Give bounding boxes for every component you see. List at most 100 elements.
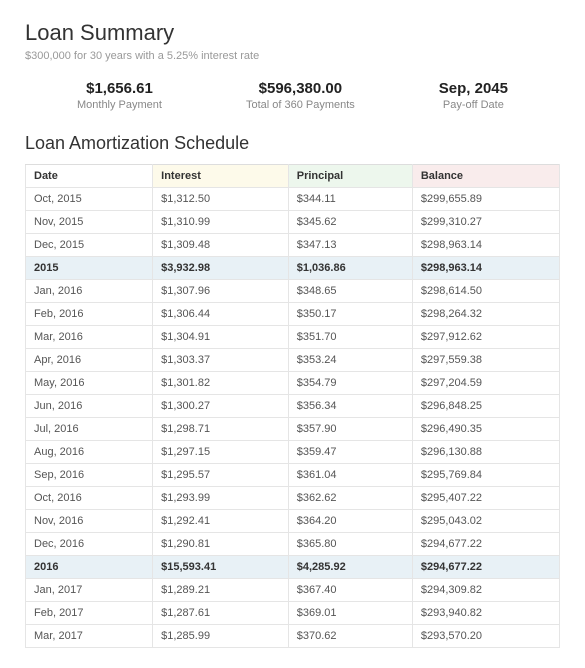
table-cell: $350.17 bbox=[288, 303, 412, 326]
table-cell: $298,614.50 bbox=[412, 280, 559, 303]
summary-value: $1,656.61 bbox=[77, 80, 162, 97]
table-cell: $295,407.22 bbox=[412, 487, 559, 510]
table-cell: $367.40 bbox=[288, 579, 412, 602]
table-cell: $297,559.38 bbox=[412, 349, 559, 372]
amortization-table: Date Interest Principal Balance Oct, 201… bbox=[25, 164, 560, 648]
table-cell: $299,310.27 bbox=[412, 211, 559, 234]
table-cell: Jun, 2016 bbox=[26, 395, 153, 418]
table-cell: May, 2016 bbox=[26, 372, 153, 395]
summary-value: Sep, 2045 bbox=[439, 80, 508, 97]
table-cell: Sep, 2016 bbox=[26, 464, 153, 487]
table-cell: Nov, 2016 bbox=[26, 510, 153, 533]
table-cell: $297,204.59 bbox=[412, 372, 559, 395]
table-row: May, 2016$1,301.82$354.79$297,204.59 bbox=[26, 372, 560, 395]
table-row: Jun, 2016$1,300.27$356.34$296,848.25 bbox=[26, 395, 560, 418]
table-cell: $1,304.91 bbox=[153, 326, 289, 349]
table-cell: Feb, 2016 bbox=[26, 303, 153, 326]
table-row: Sep, 2016$1,295.57$361.04$295,769.84 bbox=[26, 464, 560, 487]
table-cell: $356.34 bbox=[288, 395, 412, 418]
table-cell: 2015 bbox=[26, 257, 153, 280]
table-cell: $294,677.22 bbox=[412, 556, 559, 579]
table-cell: $296,130.88 bbox=[412, 441, 559, 464]
table-cell: $359.47 bbox=[288, 441, 412, 464]
table-cell: 2016 bbox=[26, 556, 153, 579]
table-cell: $1,292.41 bbox=[153, 510, 289, 533]
table-cell: $294,309.82 bbox=[412, 579, 559, 602]
table-cell: $293,570.20 bbox=[412, 625, 559, 648]
table-cell: $351.70 bbox=[288, 326, 412, 349]
summary-label: Total of 360 Payments bbox=[246, 99, 355, 111]
table-cell: $1,300.27 bbox=[153, 395, 289, 418]
table-cell: $354.79 bbox=[288, 372, 412, 395]
table-cell: $1,036.86 bbox=[288, 257, 412, 280]
schedule-title: Loan Amortization Schedule bbox=[25, 133, 560, 154]
table-cell: $4,285.92 bbox=[288, 556, 412, 579]
table-cell: $296,490.35 bbox=[412, 418, 559, 441]
table-row: Oct, 2016$1,293.99$362.62$295,407.22 bbox=[26, 487, 560, 510]
table-cell: $1,303.37 bbox=[153, 349, 289, 372]
summary-monthly-payment: $1,656.61 Monthly Payment bbox=[77, 80, 162, 111]
summary-row: $1,656.61 Monthly Payment $596,380.00 To… bbox=[25, 80, 560, 111]
table-cell: $1,309.48 bbox=[153, 234, 289, 257]
table-cell: $370.62 bbox=[288, 625, 412, 648]
table-cell: Dec, 2016 bbox=[26, 533, 153, 556]
table-cell: $369.01 bbox=[288, 602, 412, 625]
table-row: Jan, 2017$1,289.21$367.40$294,309.82 bbox=[26, 579, 560, 602]
summary-payoff-date: Sep, 2045 Pay-off Date bbox=[439, 80, 508, 111]
summary-label: Monthly Payment bbox=[77, 99, 162, 111]
col-date: Date bbox=[26, 165, 153, 188]
table-cell: $1,293.99 bbox=[153, 487, 289, 510]
table-cell: $344.11 bbox=[288, 188, 412, 211]
table-cell: Mar, 2016 bbox=[26, 326, 153, 349]
table-header-row: Date Interest Principal Balance bbox=[26, 165, 560, 188]
table-row: Oct, 2015$1,312.50$344.11$299,655.89 bbox=[26, 188, 560, 211]
table-cell: $297,912.62 bbox=[412, 326, 559, 349]
summary-label: Pay-off Date bbox=[439, 99, 508, 111]
table-cell: $357.90 bbox=[288, 418, 412, 441]
table-cell: $293,940.82 bbox=[412, 602, 559, 625]
table-cell: $1,289.21 bbox=[153, 579, 289, 602]
summary-value: $596,380.00 bbox=[246, 80, 355, 97]
table-cell: $364.20 bbox=[288, 510, 412, 533]
table-row: Nov, 2016$1,292.41$364.20$295,043.02 bbox=[26, 510, 560, 533]
table-row: Apr, 2016$1,303.37$353.24$297,559.38 bbox=[26, 349, 560, 372]
table-cell: $1,301.82 bbox=[153, 372, 289, 395]
col-principal: Principal bbox=[288, 165, 412, 188]
table-cell: $298,963.14 bbox=[412, 257, 559, 280]
table-cell: Aug, 2016 bbox=[26, 441, 153, 464]
table-row: Jan, 2016$1,307.96$348.65$298,614.50 bbox=[26, 280, 560, 303]
table-row: Feb, 2017$1,287.61$369.01$293,940.82 bbox=[26, 602, 560, 625]
table-cell: $295,043.02 bbox=[412, 510, 559, 533]
table-cell: $298,264.32 bbox=[412, 303, 559, 326]
table-cell: $1,307.96 bbox=[153, 280, 289, 303]
table-row: 2015$3,932.98$1,036.86$298,963.14 bbox=[26, 257, 560, 280]
table-row: Dec, 2016$1,290.81$365.80$294,677.22 bbox=[26, 533, 560, 556]
col-interest: Interest bbox=[153, 165, 289, 188]
table-cell: $353.24 bbox=[288, 349, 412, 372]
table-cell: $15,593.41 bbox=[153, 556, 289, 579]
loan-summary-title: Loan Summary bbox=[25, 20, 560, 46]
table-row: Feb, 2016$1,306.44$350.17$298,264.32 bbox=[26, 303, 560, 326]
table-cell: Oct, 2016 bbox=[26, 487, 153, 510]
table-cell: $1,297.15 bbox=[153, 441, 289, 464]
table-cell: $298,963.14 bbox=[412, 234, 559, 257]
table-cell: $365.80 bbox=[288, 533, 412, 556]
summary-total-payments: $596,380.00 Total of 360 Payments bbox=[246, 80, 355, 111]
table-row: Jul, 2016$1,298.71$357.90$296,490.35 bbox=[26, 418, 560, 441]
table-cell: $1,287.61 bbox=[153, 602, 289, 625]
table-cell: $347.13 bbox=[288, 234, 412, 257]
table-cell: $294,677.22 bbox=[412, 533, 559, 556]
table-cell: $1,295.57 bbox=[153, 464, 289, 487]
col-balance: Balance bbox=[412, 165, 559, 188]
table-cell: Mar, 2017 bbox=[26, 625, 153, 648]
table-cell: $1,290.81 bbox=[153, 533, 289, 556]
table-cell: $348.65 bbox=[288, 280, 412, 303]
table-cell: $345.62 bbox=[288, 211, 412, 234]
table-cell: $1,312.50 bbox=[153, 188, 289, 211]
table-cell: Dec, 2015 bbox=[26, 234, 153, 257]
table-cell: Nov, 2015 bbox=[26, 211, 153, 234]
table-row: 2016$15,593.41$4,285.92$294,677.22 bbox=[26, 556, 560, 579]
table-cell: $1,298.71 bbox=[153, 418, 289, 441]
table-cell: $299,655.89 bbox=[412, 188, 559, 211]
table-cell: Apr, 2016 bbox=[26, 349, 153, 372]
